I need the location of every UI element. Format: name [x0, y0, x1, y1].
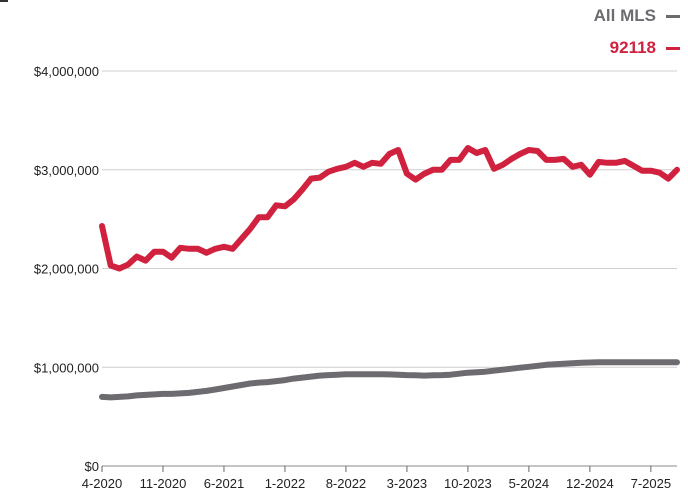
y-tick-label: $4,000,000 [34, 64, 99, 79]
y-tick-label: $2,000,000 [34, 262, 99, 277]
y-tick-label: $0 [85, 459, 99, 474]
x-tick-label: 6-2021 [204, 476, 244, 491]
x-tick-label: 5-2024 [509, 476, 549, 491]
x-tick-label: 1-2022 [265, 476, 305, 491]
x-tick-label: 3-2023 [387, 476, 427, 491]
x-tick-label: 8-2022 [326, 476, 366, 491]
y-tick-label: $1,000,000 [34, 360, 99, 375]
y-tick-label: $3,000,000 [34, 163, 99, 178]
x-tick-label: 12-2024 [566, 476, 614, 491]
x-tick-label: 7-2025 [631, 476, 671, 491]
x-tick-label: 4-2020 [82, 476, 122, 491]
x-tick-label: 11-2020 [140, 476, 187, 491]
x-tick-label: 10-2023 [444, 476, 492, 491]
series-line-92118 [102, 148, 677, 269]
